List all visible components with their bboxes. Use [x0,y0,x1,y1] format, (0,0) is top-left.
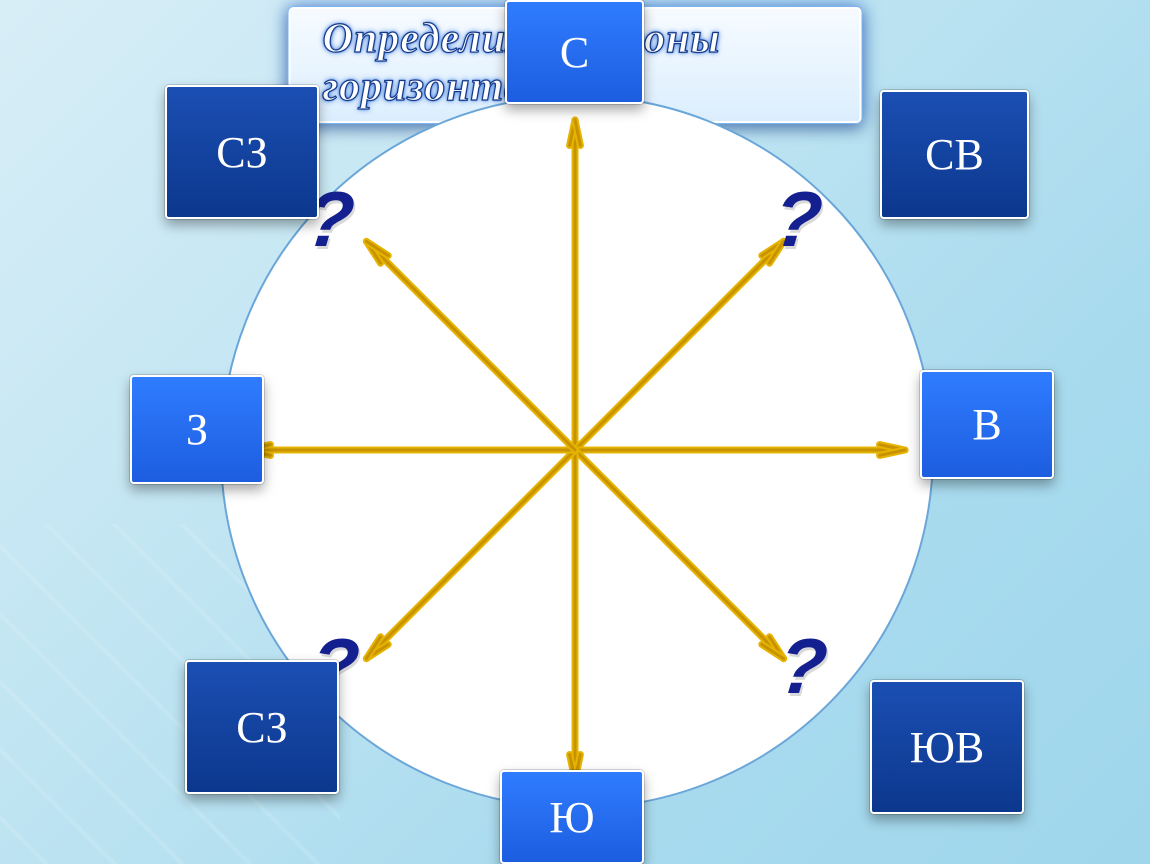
direction-label: СВ [925,129,984,180]
question-mark-icon: ? [769,174,826,265]
direction-box-e[interactable]: В [920,370,1054,479]
slide-stage: Определим стороны горизонта ?????? ССВВЮ… [0,0,1150,864]
direction-label: СЗ [236,702,287,753]
direction-label: ЮВ [910,722,985,773]
direction-label: В [972,399,1001,450]
direction-label: З [186,404,208,455]
direction-box-n[interactable]: С [505,0,644,104]
direction-box-se[interactable]: ЮВ [870,680,1024,814]
question-mark-icon: ? [774,621,831,712]
direction-box-nw[interactable]: СЗ [165,85,319,219]
direction-label: Ю [549,792,594,843]
direction-label: С [560,27,589,78]
direction-box-sw[interactable]: СЗ [185,660,339,794]
direction-label: СЗ [216,127,267,178]
direction-box-ne[interactable]: СВ [880,90,1029,219]
direction-box-w[interactable]: З [130,375,264,484]
direction-box-s[interactable]: Ю [500,770,644,864]
